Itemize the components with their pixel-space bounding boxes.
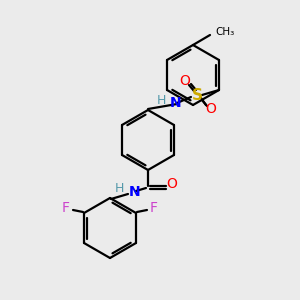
Text: O: O [167, 177, 177, 191]
Text: H: H [115, 182, 124, 194]
Text: CH₃: CH₃ [215, 27, 234, 37]
Text: S: S [191, 88, 203, 103]
Text: F: F [62, 201, 70, 215]
Text: H: H [157, 94, 166, 107]
Text: F: F [150, 201, 158, 215]
Text: N: N [129, 185, 141, 199]
Text: N: N [170, 96, 182, 110]
Text: O: O [206, 102, 216, 116]
Text: O: O [179, 74, 191, 88]
